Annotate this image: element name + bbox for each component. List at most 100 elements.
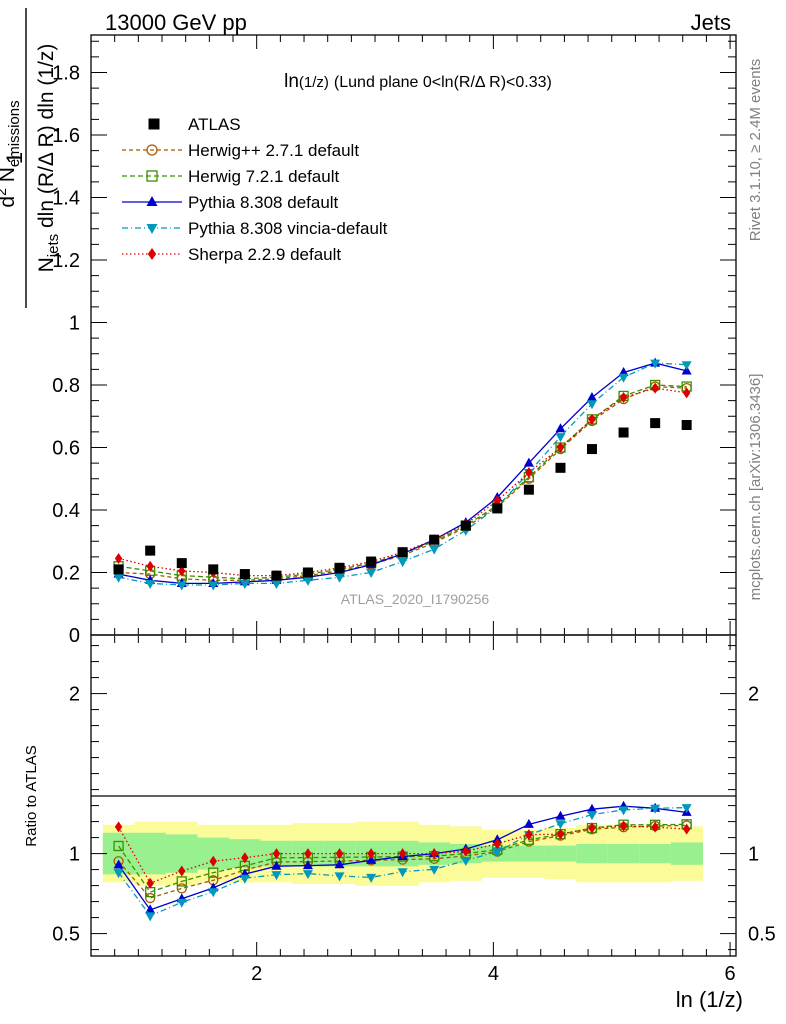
mcplots-reference-label: mcplots.cern.ch [arXiv:1306.3436]: [747, 374, 764, 601]
atlas-data-point: [492, 503, 503, 514]
y-tick-label-ratio-right: 1: [748, 844, 759, 866]
y-label-one: 1: [2, 152, 27, 164]
ratio-point: [586, 803, 597, 813]
series-point: [556, 442, 565, 453]
ratio-point: [460, 856, 471, 866]
legend-label: Sherpa 2.2.9 default: [188, 245, 341, 264]
main-plot-series: [113, 357, 692, 591]
series-point: [493, 495, 501, 507]
uncertainty-band-inner: [607, 844, 640, 864]
jets-label: Jets: [691, 10, 731, 35]
ratio-point: [145, 892, 156, 904]
ratio-point: [493, 838, 501, 850]
ratio-point: [176, 876, 187, 887]
x-tick-label: 2: [251, 963, 262, 985]
ratio-point: [114, 821, 123, 833]
analysis-watermark: ATLAS_2020_I1790256: [341, 591, 490, 607]
legend-label: Pythia 8.308 vincia-default: [188, 219, 388, 238]
ratio-point: [618, 806, 629, 816]
x-tick-label: 6: [725, 963, 736, 985]
ratio-point: [556, 828, 565, 840]
y-label-numerator: d2 Nemissions: [0, 100, 23, 207]
ratio-point: [681, 804, 692, 814]
atlas-data-point: [302, 567, 313, 578]
series-point: [208, 581, 219, 591]
series-point: [525, 467, 533, 478]
ratio-point: [145, 912, 156, 922]
atlas-data-point: [618, 427, 629, 438]
ratio-point: [176, 883, 187, 894]
series-point: [555, 433, 566, 443]
axis-ticks: 2 4 6 0 0.2 0.4 0.6 0.8 1 1.2 1.4 1.6 1.8 0.5 0.5 1 1 2 2: [52, 35, 776, 985]
ratio-point: [113, 869, 124, 879]
atlas-data-point: [145, 545, 156, 556]
series-point: [651, 382, 659, 394]
ratio-point: [334, 872, 345, 882]
ratio-point: [113, 859, 124, 869]
ratio-point: [113, 840, 124, 852]
legend-label: Pythia 8.308 default: [188, 193, 339, 212]
legend-entry: Pythia 8.308 default: [122, 193, 339, 212]
y-axis-label-ratio: Ratio to ATLAS: [23, 745, 40, 846]
atlas-data-point: [334, 562, 345, 573]
y-tick-label-ratio: 2: [69, 684, 80, 706]
ratio-point: [272, 848, 281, 860]
ratio-point: [239, 874, 250, 884]
legend-marker: [146, 144, 158, 156]
series-point: [588, 413, 596, 425]
ratio-point: [492, 848, 503, 858]
atlas-data-point: [113, 564, 124, 575]
y-tick-label-main: 0.2: [52, 563, 80, 585]
atlas-data-point: [239, 569, 250, 580]
ratio-point: [176, 898, 187, 908]
series-point: [113, 573, 124, 583]
legend-marker: [148, 118, 160, 130]
series-point: [618, 373, 629, 383]
y-tick-label-ratio: 0.5: [52, 924, 80, 946]
x-tick-label: 4: [488, 963, 499, 985]
y-tick-label-main: 1: [69, 313, 80, 335]
y-axis-label-numerator: d2 Nemissions: [0, 100, 23, 207]
series-point: [176, 581, 187, 591]
atlas-data-point: [681, 420, 692, 430]
y-axis-label-main: 1 Njets dln (R/Δ R) dln (1/z): [2, 8, 62, 308]
series-point: [555, 423, 566, 433]
ratio-point: [555, 810, 566, 820]
uncertainty-band-inner: [639, 844, 672, 864]
atlas-data-point: [555, 462, 566, 473]
series-point: [114, 552, 123, 564]
uncertainty-band-inner: [134, 832, 167, 875]
legend-entry: Sherpa 2.2.9 default: [122, 245, 341, 264]
ratio-point: [397, 868, 408, 878]
ratio-point: [682, 823, 691, 835]
atlas-data-point: [397, 547, 408, 558]
legend-label: Herwig 7.2.1 default: [188, 167, 339, 186]
atlas-data-point: [429, 534, 440, 545]
ratio-point: [335, 848, 344, 860]
ratio-point: [430, 848, 438, 860]
ratio-uncertainty-bands: [102, 821, 704, 886]
y-tick-label-ratio-right: 2: [748, 684, 759, 706]
ratio-point: [555, 820, 566, 830]
series-point: [145, 579, 156, 589]
ratio-point: [302, 860, 313, 870]
series-point: [397, 558, 408, 568]
y-tick-label-main: 0: [69, 625, 80, 647]
rivet-version-label: Rivet 3.1.10, ≥ 2.4M events: [747, 59, 764, 242]
atlas-data-point: [523, 484, 534, 495]
ratio-point: [525, 829, 533, 841]
ratio-point: [241, 852, 249, 864]
ratio-point: [271, 871, 282, 881]
uncertainty-band-inner: [576, 844, 609, 864]
atlas-data-point: [208, 564, 219, 575]
ratio-point: [429, 865, 440, 875]
ratio-point: [208, 867, 219, 878]
ratio-point: [651, 821, 659, 833]
series-point: [681, 361, 692, 371]
atlas-data-point: [271, 570, 282, 581]
series-point: [271, 579, 282, 589]
ratio-point: [178, 865, 186, 877]
legend-marker: [147, 248, 157, 260]
series-point: [586, 400, 597, 410]
